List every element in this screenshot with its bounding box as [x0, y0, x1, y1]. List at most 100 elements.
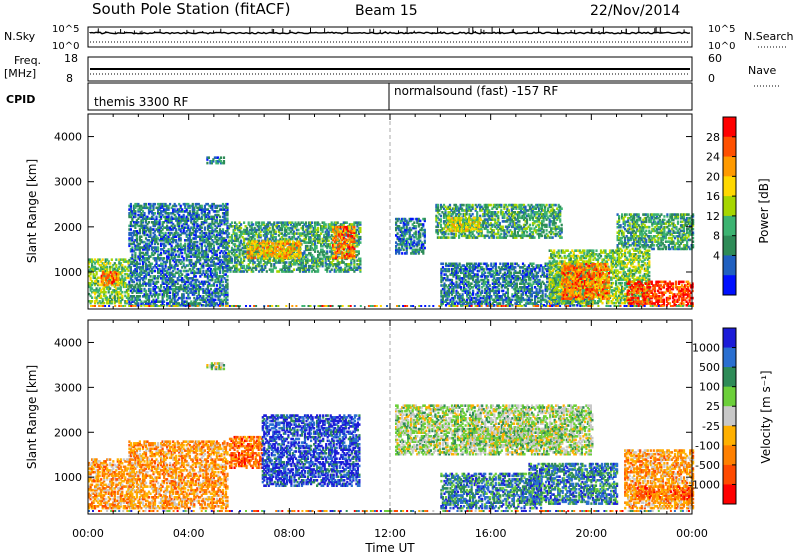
power-cell [413, 240, 415, 243]
power-cell [174, 225, 176, 228]
power-cell [206, 162, 208, 165]
power-cell [422, 223, 424, 226]
power-cell [134, 210, 136, 213]
power-cell [240, 240, 242, 243]
power-cell [334, 231, 336, 234]
power-cell [140, 235, 142, 238]
power-cell [254, 253, 256, 256]
power-cell [260, 245, 262, 248]
power-cell [169, 295, 171, 298]
power-cell [198, 246, 200, 249]
power-cell [226, 299, 228, 302]
power-cell [440, 215, 442, 218]
power-cell [226, 275, 228, 278]
power-cell [216, 284, 218, 287]
power-cell [121, 264, 123, 267]
power-cell [424, 229, 426, 232]
power-cell [353, 226, 355, 229]
power-cell [440, 224, 442, 227]
power-cell [463, 204, 465, 207]
nsearch-tick-top: 10^5 [708, 24, 735, 35]
power-cell [397, 232, 399, 235]
power-cell [266, 270, 268, 273]
power-cell [180, 237, 182, 240]
power-cell [210, 288, 212, 291]
power-cell [293, 248, 295, 251]
power-cell [270, 263, 272, 266]
power-cell [127, 269, 129, 272]
power-cell [219, 255, 221, 258]
power-cell [311, 221, 313, 224]
power-cell [306, 245, 308, 248]
power-cell [175, 239, 177, 242]
power-cell [211, 226, 213, 229]
power-cell [226, 217, 228, 220]
power-cell [183, 293, 185, 296]
power-cell [130, 228, 132, 231]
power-cell [143, 212, 145, 215]
power-cell [447, 233, 449, 236]
power-cell [151, 263, 153, 266]
nave-label: Nave [748, 64, 776, 77]
nsky-line [90, 32, 690, 33]
power-cell [90, 277, 92, 280]
power-cell [226, 268, 228, 271]
power-cell [231, 258, 233, 261]
power-cell [137, 221, 139, 224]
power-cell [275, 236, 277, 239]
power-cell [216, 254, 218, 257]
power-cell [297, 229, 299, 232]
power-cell [236, 232, 238, 235]
power-cell [246, 227, 248, 230]
power-cell [424, 218, 426, 221]
power-cell [97, 280, 99, 283]
power-cell [137, 302, 139, 305]
power-cell [223, 156, 225, 159]
power-cell [154, 212, 156, 215]
power-cell [130, 203, 132, 206]
power-cell [121, 275, 123, 278]
power-cell [226, 225, 228, 228]
power-cell [160, 252, 162, 255]
power-cell [190, 259, 192, 262]
power-cell [207, 254, 209, 257]
power-cell [285, 261, 287, 264]
power-cell [415, 231, 417, 234]
power-cell [91, 300, 93, 303]
power-cell [220, 156, 222, 159]
nsky-trace [90, 27, 690, 42]
power-cell [353, 259, 355, 262]
power-cell [401, 252, 403, 255]
power-cell [131, 246, 133, 249]
power-cell [346, 226, 348, 229]
power-cell [455, 233, 457, 236]
power-cell [184, 243, 186, 246]
freq-label-2: [MHz] [4, 67, 36, 80]
cpid-panel: CPID themis 3300 RF normalsound (fast) -… [6, 83, 692, 110]
power-cell [243, 265, 245, 268]
power-cell [317, 268, 319, 271]
power-cell [214, 299, 216, 302]
power-cell [183, 257, 185, 260]
power-cell [260, 234, 262, 237]
power-cell [226, 207, 228, 210]
power-cell [424, 247, 426, 250]
power-cell [165, 245, 167, 248]
power-cell [419, 232, 421, 235]
power-cell [226, 279, 228, 282]
power-cell [100, 295, 102, 298]
power-cell [258, 221, 260, 224]
power-cell [204, 226, 206, 229]
power-cell [247, 251, 249, 254]
power-cell [305, 221, 307, 224]
power-cell [472, 213, 474, 216]
power-cell [202, 270, 204, 273]
power-cell [353, 244, 355, 247]
power-cell [359, 236, 361, 239]
power-cell [437, 204, 439, 207]
power-cell [195, 275, 197, 278]
power-cell [226, 243, 228, 246]
power-cell [177, 264, 179, 267]
power-cell [183, 263, 185, 266]
power-cell [205, 232, 207, 235]
